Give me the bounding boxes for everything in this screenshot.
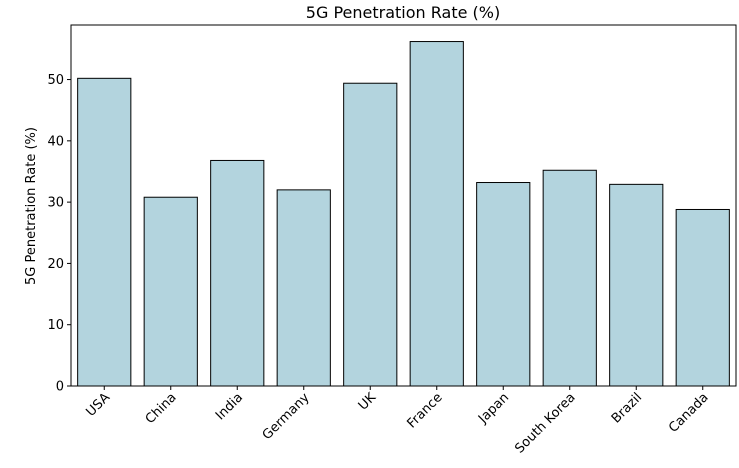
- x-tick-label: Canada: [666, 390, 712, 436]
- bar-uk: [343, 82, 398, 387]
- bar-japan: [476, 182, 531, 387]
- bar-usa: [77, 77, 132, 387]
- x-tick-label: Brazil: [609, 390, 645, 426]
- x-tick-label: France: [404, 390, 445, 431]
- bar-india: [210, 159, 265, 387]
- x-axis-ticks: USA China India Germany UK France Japan South K…: [83, 386, 712, 457]
- bar-canada: [675, 208, 730, 387]
- bar-brazil: [609, 183, 664, 387]
- y-tick-label: 40: [47, 134, 64, 149]
- plot-frame: [70, 24, 737, 387]
- bar-germany: [276, 189, 331, 387]
- bar-china: [143, 196, 198, 387]
- bar-france: [409, 41, 464, 387]
- x-tick-label: China: [143, 390, 180, 427]
- x-tick-label: India: [213, 390, 246, 423]
- x-tick-label: South Korea: [512, 390, 578, 456]
- y-axis-title: 5G Penetration Rate (%): [24, 127, 39, 285]
- y-tick-label: 10: [47, 318, 64, 333]
- y-tick-label: 20: [47, 257, 64, 272]
- x-tick-label: USA: [83, 390, 113, 420]
- y-tick-label: 30: [47, 196, 64, 211]
- bar-south-korea: [542, 169, 597, 387]
- bars-group: [77, 41, 730, 387]
- y-tick-label: 50: [47, 73, 64, 88]
- x-tick-label: UK: [356, 390, 380, 414]
- x-tick-label: Germany: [260, 390, 313, 443]
- chart-title: 5G Penetration Rate (%): [306, 3, 500, 22]
- y-axis-ticks: 0 10 20 30 40 50: [47, 73, 71, 395]
- y-tick-label: 0: [56, 380, 64, 395]
- x-tick-label: Japan: [475, 390, 512, 427]
